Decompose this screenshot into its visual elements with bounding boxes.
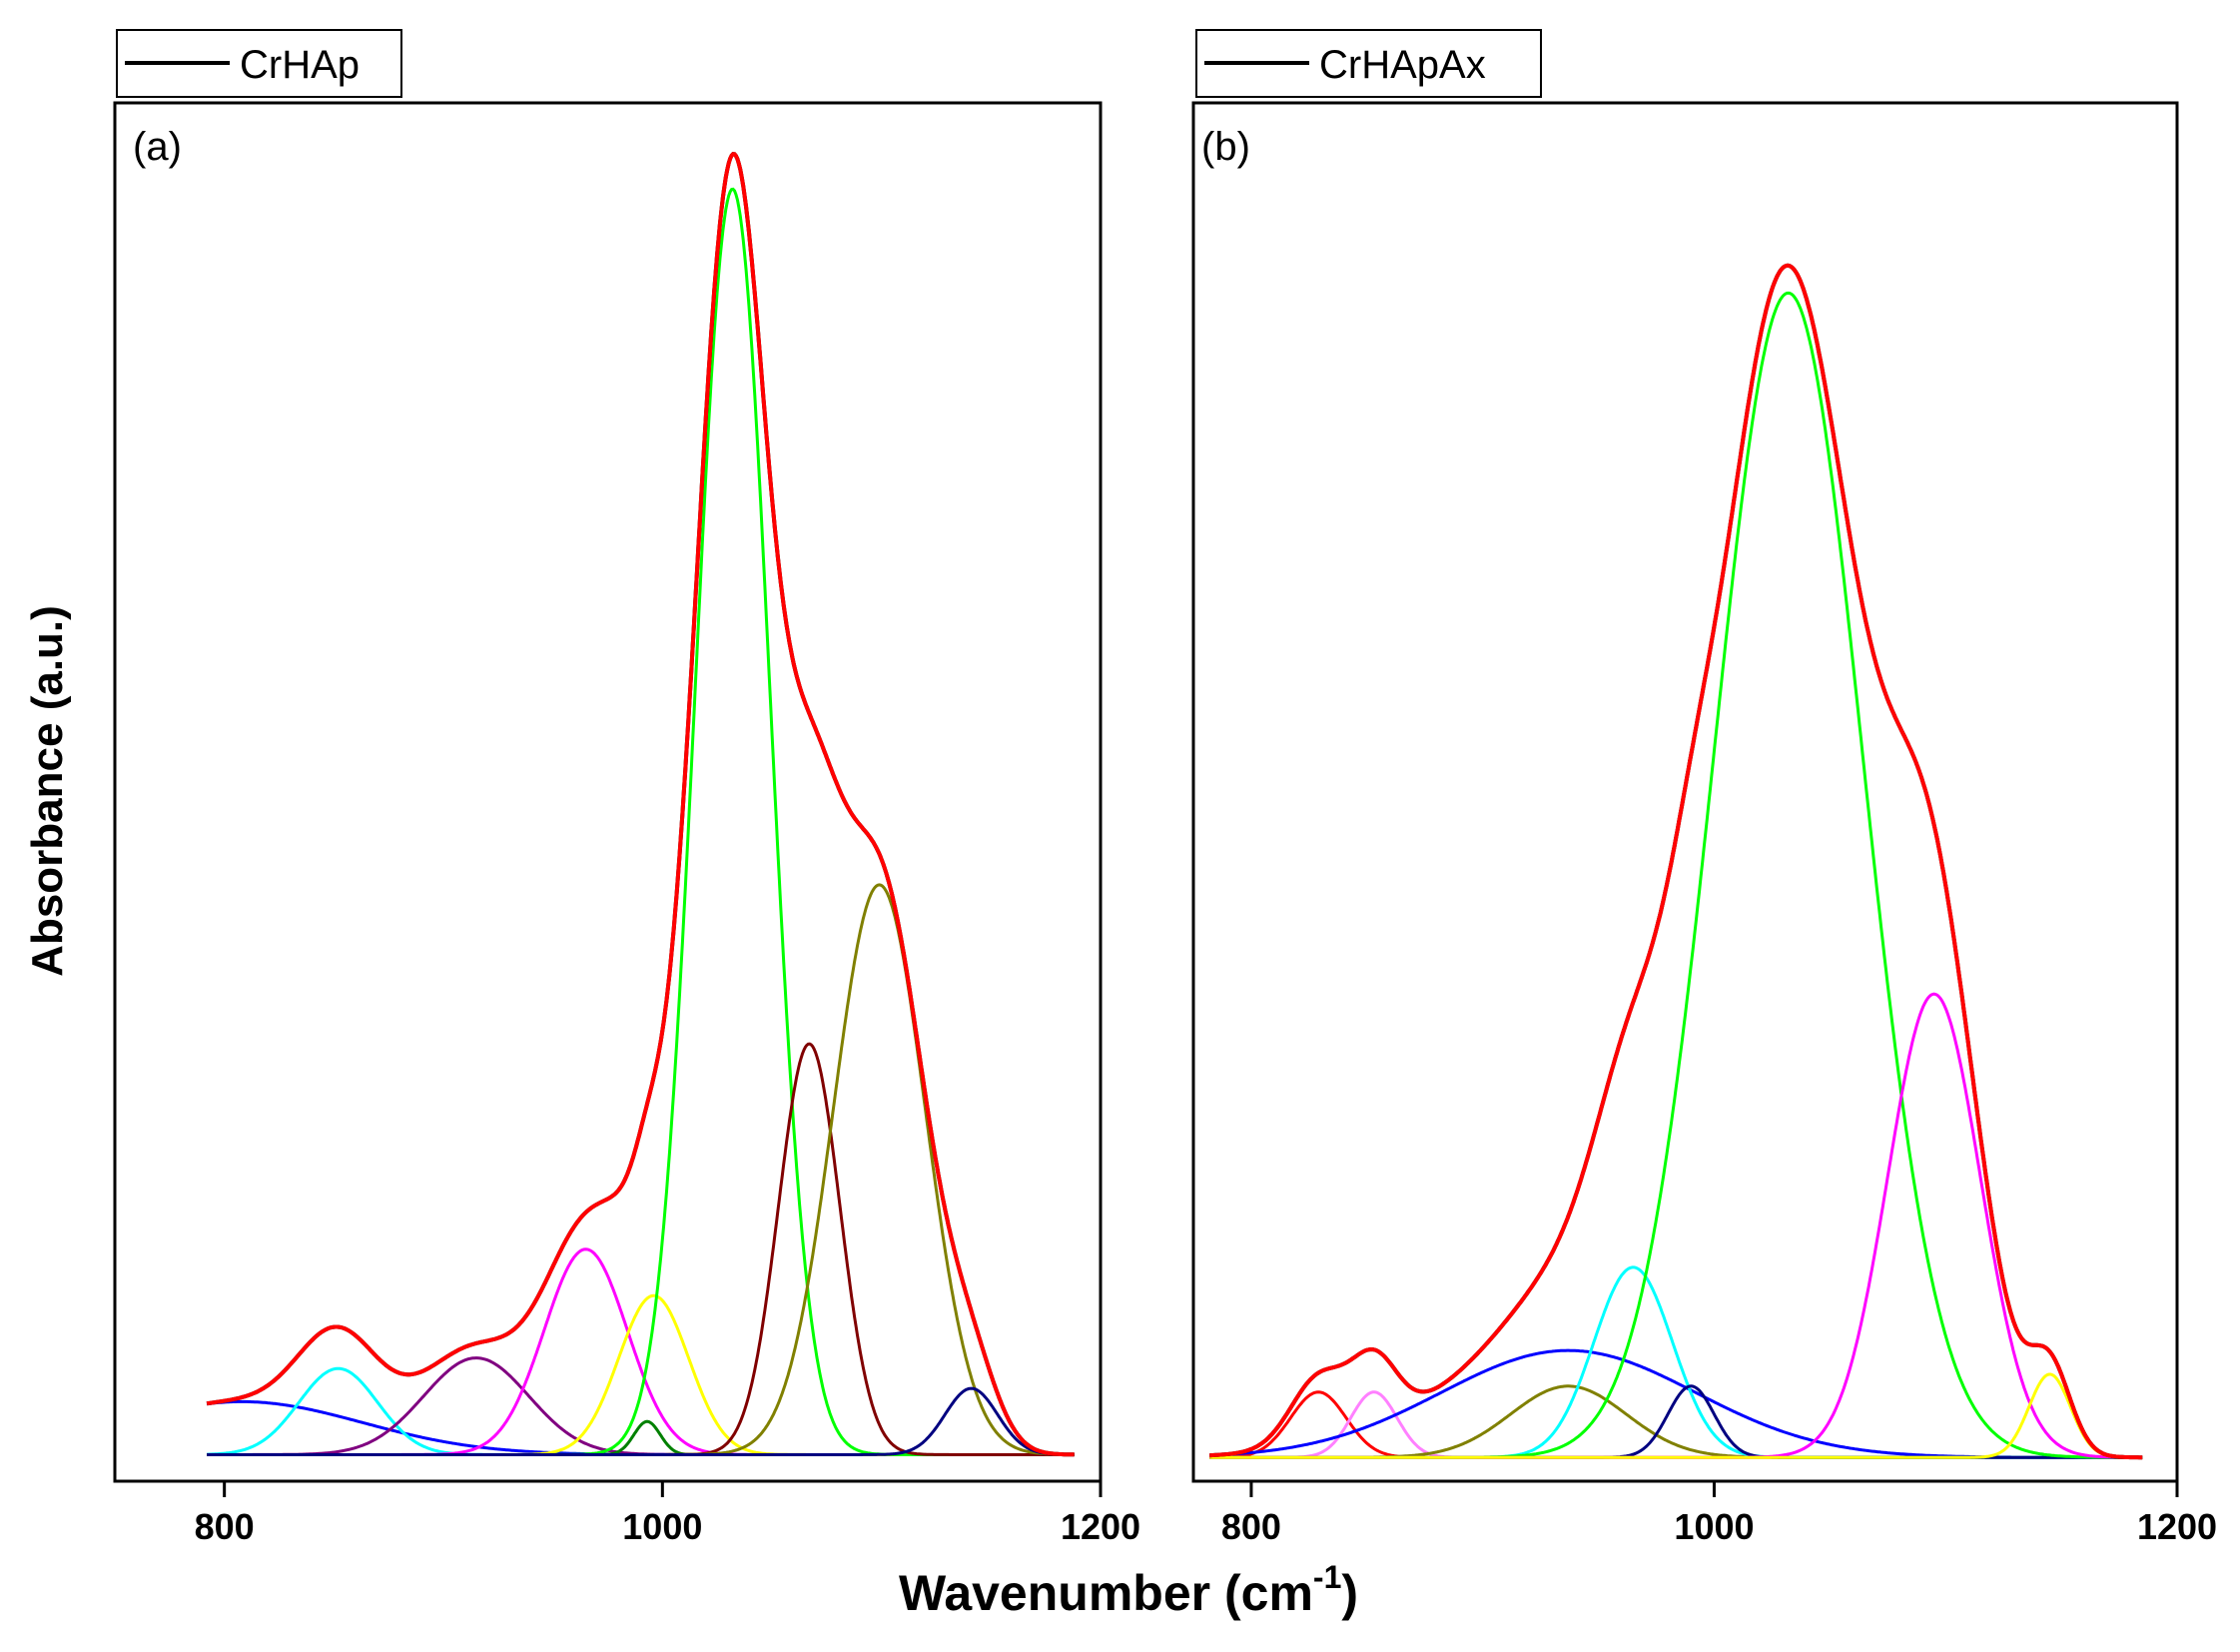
x-tick-label-800: 800 [195,1506,255,1547]
cumulative-fit [206,152,1075,1457]
panel-label: (b) [1201,125,1250,169]
x-tick-label-1000: 1000 [622,1506,702,1547]
cumulative-fit [1209,263,2143,1460]
x-tick-label-1200: 1200 [1061,1506,1140,1547]
component-band-852 [207,1366,1075,1456]
component-band-993 [207,1419,1075,1456]
observed-spectrum [206,152,1075,1457]
legend-label: CrHApAx [1319,43,1486,87]
x-ticks: 800 1000 1200 [1221,1481,2217,1547]
x-tick-label-1000: 1000 [1674,1506,1754,1547]
x-tick-label-1200: 1200 [2137,1506,2217,1547]
x-axis-title-main: Wavenumber (cm [899,1565,1313,1621]
panel-a: CrHAp (a) 800 1000 1200 [113,29,1140,1547]
component-band-800 [206,1399,1075,1456]
legend-label: CrHAp [240,43,360,87]
component-band-1145 [1209,1372,2143,1459]
component-band-1032 [207,187,1075,1456]
x-axis-title: Wavenumber (cm-1) [899,1559,1358,1621]
series-group [206,152,1075,1457]
y-axis-title: Absorbance (a.u.) [23,605,72,977]
component-band-1141 [207,1386,1075,1456]
plot-frame [1191,101,2179,1483]
x-axis-title-sup: -1 [1313,1559,1341,1595]
x-tick-label-800: 800 [1221,1506,1281,1547]
x-ticks: 800 1000 1200 [195,1481,1140,1547]
panel-label: (a) [133,125,182,169]
component-band-996 [207,1293,1075,1456]
series-group [1209,263,2143,1460]
component-band-1095 [1209,992,2143,1459]
x-axis-title-close: ) [1341,1565,1358,1621]
panel-b: CrHApAx (b) 800 1000 1200 [1191,29,2217,1547]
plot-frame [113,101,1103,1483]
